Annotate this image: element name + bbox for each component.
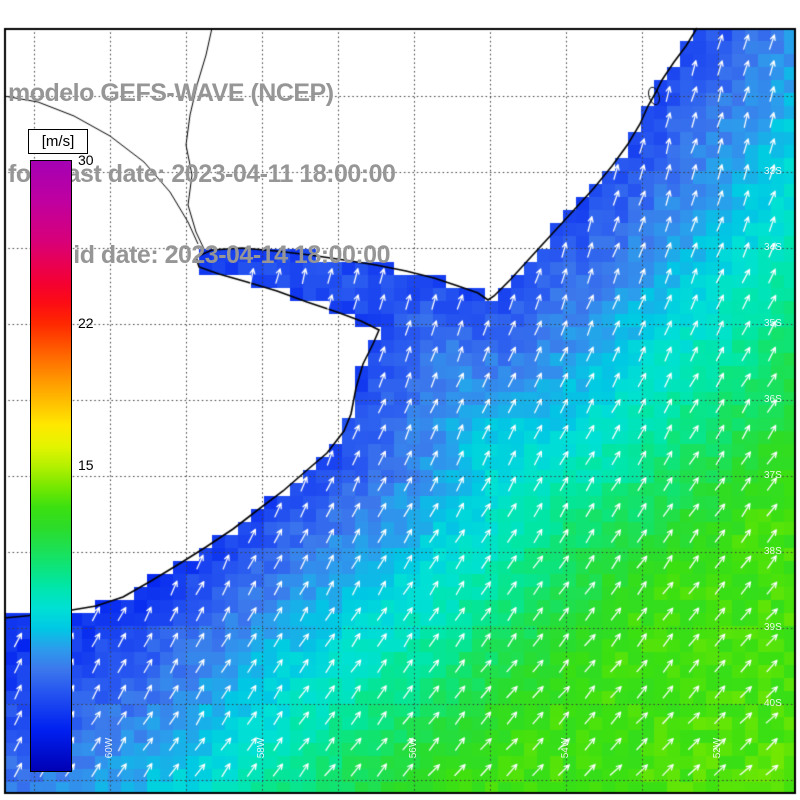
colorbar-tick: 30: [78, 152, 94, 168]
lat-label: 36S: [764, 394, 782, 405]
lat-label: 35S: [764, 318, 782, 329]
model-title: modelo GEFS-WAVE (NCEP): [8, 79, 334, 107]
lon-label: 54W: [560, 737, 571, 759]
lat-label: 34S: [764, 242, 782, 253]
colorbar-gradient: [30, 160, 72, 772]
colorbar-tick: 15: [78, 457, 94, 473]
lat-label: 40S: [764, 698, 782, 709]
lat-label: 38S: [764, 546, 782, 557]
lon-label: 58W: [256, 737, 267, 759]
lon-label: 52W: [712, 737, 723, 759]
lat-label: 33S: [764, 166, 782, 177]
lat-label: 39S: [764, 622, 782, 633]
colorbar-unit-label: [m/s]: [28, 129, 88, 154]
lat-label: 37S: [764, 470, 782, 481]
colorbar-tick: 22: [78, 314, 94, 331]
lon-label: 60W: [104, 737, 115, 759]
lon-label: 56W: [408, 737, 419, 759]
